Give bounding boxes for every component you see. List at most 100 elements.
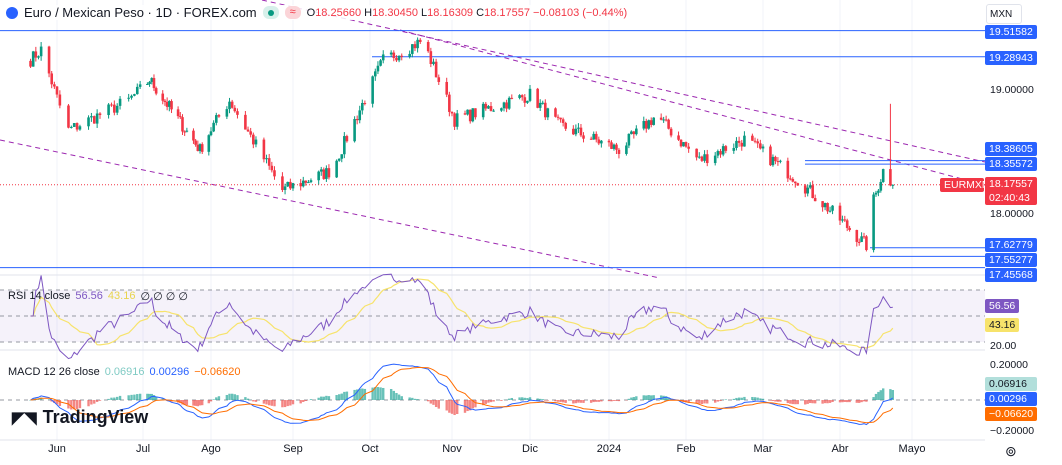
candle-body	[630, 131, 633, 134]
macd-histogram-bar	[252, 400, 255, 402]
candle-body	[855, 230, 859, 242]
candle-body	[217, 115, 221, 117]
candle-body	[481, 103, 485, 118]
candle-body	[642, 121, 646, 129]
macd-histogram-bar	[554, 400, 557, 402]
macd-legend[interactable]: MACD 12 26 close 0.06916 0.00296 −0.06620	[8, 366, 241, 378]
candle-body	[200, 144, 204, 152]
candle-body	[732, 147, 736, 151]
macd-histogram-bar	[371, 387, 374, 400]
candle-body	[724, 146, 728, 151]
candle-body	[891, 184, 895, 186]
time-axis-label: Feb	[676, 443, 696, 455]
candle-body	[695, 148, 698, 158]
candle-body	[107, 104, 110, 116]
rsi-legend[interactable]: RSI 14 close 56.56 43.16 ∅ ∅ ∅ ∅	[8, 290, 188, 303]
candle-body	[400, 55, 404, 57]
candle-body	[677, 135, 680, 140]
macd-histogram-bar	[877, 391, 880, 400]
candle-body	[705, 154, 709, 164]
candle-body	[841, 219, 844, 221]
time-axis-label: Dic	[522, 443, 538, 455]
rsi-line	[30, 273, 893, 360]
candle-body	[249, 131, 252, 135]
candle-body	[808, 185, 812, 188]
candle-body	[700, 156, 704, 161]
macd-histogram-bar	[207, 400, 211, 404]
macd-histogram-bar	[110, 397, 113, 400]
candle-body	[526, 100, 529, 103]
candle-body	[520, 95, 524, 98]
macd-histogram-bar	[376, 387, 380, 400]
macd-histogram-bar	[564, 400, 567, 403]
candle-body	[500, 108, 503, 111]
candle-body	[67, 105, 70, 128]
candle-body	[450, 111, 454, 114]
macd-histogram-bar	[379, 387, 382, 400]
macd-histogram-bar	[526, 398, 529, 400]
level-label: 18.35572	[985, 157, 1037, 171]
macd-histogram-bar	[116, 396, 119, 400]
candle-body	[228, 101, 231, 110]
candle-body	[392, 52, 396, 58]
candle-body	[826, 203, 829, 212]
macd-histogram-bar	[73, 400, 76, 410]
macd-histogram-bar	[735, 397, 738, 400]
rsi-value-label: 56.56	[985, 299, 1019, 313]
candle-body	[70, 126, 73, 128]
macd-histogram-bar	[456, 400, 459, 414]
macd-histogram-bar	[796, 400, 799, 405]
macd-histogram-bar	[185, 400, 189, 406]
candle-body	[307, 182, 310, 184]
macd-histogram-bar	[161, 398, 164, 400]
macd-histogram-bar	[317, 397, 320, 400]
candle-body	[50, 73, 54, 85]
macd-histogram-bar	[556, 400, 560, 402]
candle-body	[546, 108, 550, 118]
price-tick: 19.00000	[990, 84, 1034, 96]
candle-body	[411, 44, 414, 54]
macd-histogram-bar	[841, 400, 844, 403]
macd-histogram-bar	[538, 398, 542, 400]
candle-body	[538, 102, 542, 108]
macd-histogram-bar	[466, 400, 469, 412]
macd-histogram-bar	[270, 400, 274, 406]
data-delay-icon[interactable]: ≈	[284, 6, 301, 19]
symbol-title[interactable]: Euro / Mexican Peso · 1D · FOREX.com	[24, 5, 257, 20]
macd-histogram-bar	[536, 398, 539, 400]
candle-body	[811, 185, 814, 198]
candle-body	[270, 165, 274, 171]
candle-body	[161, 93, 165, 101]
candle-body	[183, 131, 186, 133]
settings-icon[interactable]: ⊚	[1005, 443, 1017, 459]
symbol-header: Euro / Mexican Peso · 1D · FOREX.com ≈ O…	[6, 5, 628, 20]
time-axis-label: Abr	[831, 443, 849, 455]
macd-histogram-bar	[559, 400, 562, 403]
candle-body	[335, 160, 338, 178]
candle-body	[589, 138, 593, 140]
candle-body	[319, 169, 323, 172]
macd-histogram-bar	[632, 397, 636, 400]
candle-body	[273, 170, 276, 177]
candle-body	[528, 88, 532, 101]
currency-select[interactable]: MXN ⌄	[986, 4, 1022, 31]
macd-histogram-bar	[93, 400, 96, 404]
macd-histogram-bar	[345, 391, 349, 400]
macd-histogram-bar	[615, 400, 618, 401]
tradingview-logo[interactable]: ◤◥ TradingView	[12, 407, 149, 427]
macd-histogram-bar	[289, 400, 292, 406]
ohlc-values: O18.25660 H18.30450 L18.16309 C18.17557 …	[306, 6, 628, 19]
candle-body	[34, 51, 38, 58]
macd-histogram-bar	[209, 400, 213, 402]
macd-histogram-bar	[838, 400, 842, 403]
candle-body	[92, 116, 96, 124]
macd-histogram-bar	[236, 395, 239, 400]
candle-body	[194, 140, 197, 145]
candle-body	[612, 144, 616, 149]
candle-body	[453, 113, 456, 127]
candle-body	[647, 120, 651, 129]
trend-channel-line	[0, 139, 661, 279]
macd-histogram-bar	[647, 395, 650, 400]
market-open-icon[interactable]	[262, 6, 279, 19]
